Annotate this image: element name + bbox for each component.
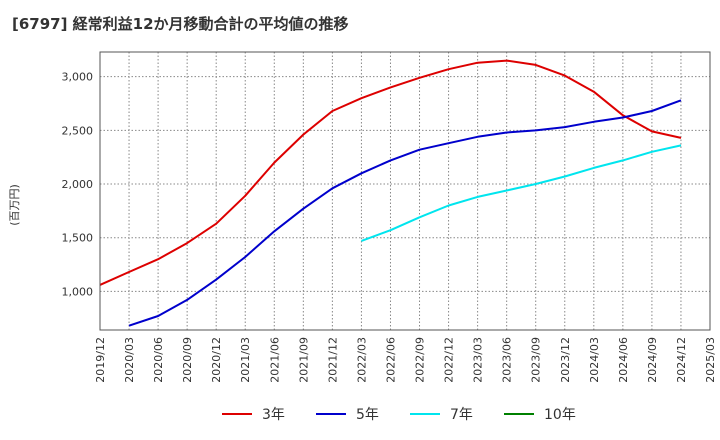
- x-tick-label: 2021/03: [239, 337, 252, 383]
- series-line-5年: [128, 99, 682, 327]
- x-tick-label: 2022/12: [443, 337, 456, 383]
- series-line-7年: [361, 144, 682, 242]
- legend-label-10年: 10年: [544, 407, 576, 423]
- x-tick-label: 2020/03: [123, 337, 136, 383]
- y-axis-label: (百万円): [8, 184, 21, 226]
- x-tick-label: 2023/12: [559, 337, 572, 383]
- x-tick-label: 2022/09: [414, 337, 427, 383]
- chart-title: [6797] 経常利益12か月移動合計の平均値の推移: [12, 15, 349, 33]
- y-tick-label: 1,000: [62, 285, 94, 298]
- legend-label-5年: 5年: [356, 407, 379, 423]
- x-tick-label: 2023/09: [530, 337, 543, 383]
- legend-label-3年: 3年: [262, 407, 285, 423]
- x-tick-label: 2020/06: [152, 337, 165, 383]
- x-tick-label: 2024/06: [617, 337, 630, 383]
- x-tick-label: 2020/12: [210, 337, 223, 383]
- x-tick-label: 2024/03: [588, 337, 601, 383]
- x-tick-label: 2024/09: [646, 337, 659, 383]
- y-tick-label: 2,000: [62, 178, 94, 191]
- y-tick-label: 3,000: [62, 71, 94, 84]
- y-tick-label: 1,500: [62, 232, 94, 245]
- x-tick-label: 2021/12: [326, 337, 339, 383]
- x-tick-label: 2021/06: [268, 337, 281, 383]
- x-tick-label: 2023/06: [501, 337, 514, 383]
- x-tick-label: 2019/12: [94, 337, 107, 383]
- x-tick-label: 2024/12: [675, 337, 688, 383]
- grid-layer: [99, 52, 711, 330]
- x-tick-label: 2021/09: [297, 337, 310, 383]
- x-tick-label: 2020/09: [181, 337, 194, 383]
- x-tick-label: 2023/03: [472, 337, 485, 383]
- x-tick-label: 2022/03: [355, 337, 368, 383]
- x-tick-labels: 2019/12 2020/03 2020/06 2020/09 2020/12 2021/…: [94, 337, 717, 383]
- legend: 3年 5年 7年 10年: [222, 407, 576, 423]
- series-line-3年: [99, 59, 682, 286]
- y-tick-label: 2,500: [62, 124, 94, 137]
- plot-frame: [99, 51, 711, 331]
- x-tick-label: 2025/03: [704, 337, 717, 383]
- y-tick-labels: 1,000 1,500 2,000 2,500 3,000: [62, 71, 94, 299]
- x-tick-label: 2022/06: [384, 337, 397, 383]
- series-layer: [99, 59, 682, 327]
- legend-label-7年: 7年: [450, 407, 473, 423]
